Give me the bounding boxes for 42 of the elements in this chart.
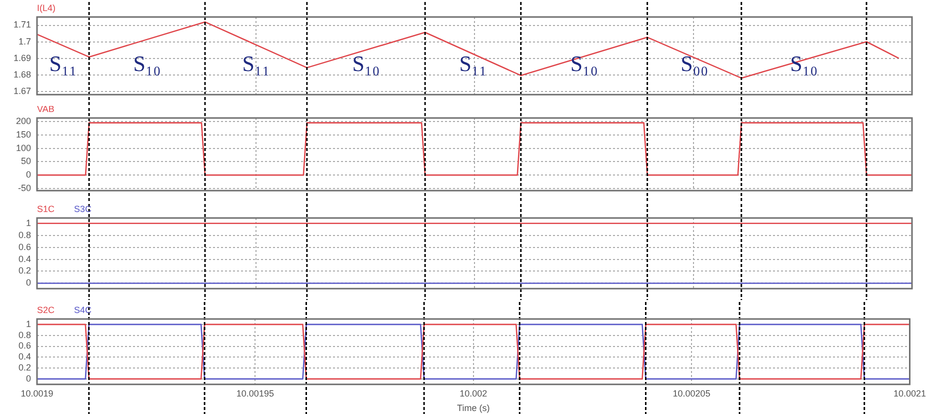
y-tick-label: 0: [26, 278, 31, 288]
y-tick-label: 200: [16, 116, 31, 126]
x-tick-label: 10.00195: [236, 388, 274, 398]
y-tick-label: 150: [16, 129, 31, 140]
series-label: S1C: [37, 204, 56, 214]
y-tick-label: 1.67: [13, 86, 31, 96]
y-tick-label: 0.6: [18, 340, 31, 351]
x-tick-label: 10.002: [460, 388, 488, 398]
y-tick-label: 0.4: [18, 352, 31, 362]
x-tick-label: 10.0019: [20, 388, 54, 398]
text: VAB: [37, 104, 54, 114]
annotation: S₁₁: [242, 50, 270, 76]
y-tick-label: 0.8: [18, 230, 31, 240]
y-tick-label: 0.2: [18, 362, 31, 373]
y-tick-label: 1.69: [13, 52, 31, 63]
y-tick-label: 1.7: [18, 36, 31, 46]
y-tick-label: 0.2: [18, 266, 31, 276]
series-label: S4C: [74, 304, 92, 315]
y-tick-label: 0.6: [18, 242, 31, 252]
series-label: S2C: [37, 304, 56, 315]
y-tick-label: 0.4: [18, 254, 31, 264]
x-axis-title: Time (s): [457, 403, 490, 414]
text: S3C: [74, 204, 92, 214]
y-tick-label: 1: [26, 218, 31, 228]
y-tick-label: 1.68: [13, 69, 31, 80]
annotation: S₀₀: [680, 50, 708, 76]
x-tick-label: 10.0021: [893, 388, 926, 398]
y-tick-label: 0.8: [18, 330, 31, 340]
text: I(L4): [37, 2, 56, 13]
annotation: S₁₁: [49, 50, 77, 76]
x-tick-label: 10.00205: [672, 388, 710, 398]
y-tick-label: 1: [26, 318, 31, 329]
annotation: S₁₀: [133, 50, 161, 76]
y-tick-label: -50: [18, 182, 31, 193]
y-tick-label: 100: [16, 142, 31, 153]
y-tick-label: 0: [26, 170, 31, 180]
y-tick-label: 50: [20, 156, 31, 166]
y-tick-label: 0: [26, 373, 31, 384]
annotation: S₁₀: [570, 50, 598, 76]
annotation: S₁₁: [459, 50, 487, 76]
annotation: S₁₀: [352, 50, 380, 76]
y-tick-label: 1.71: [13, 20, 31, 30]
